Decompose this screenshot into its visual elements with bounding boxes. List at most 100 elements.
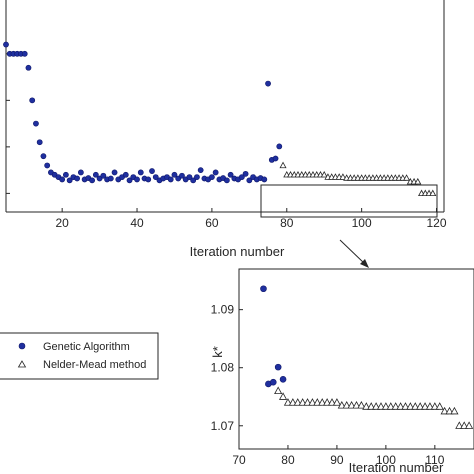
- genetic-algorithm-point: [44, 162, 51, 169]
- nelder-mead-point: [411, 402, 420, 410]
- x-tick-label: 90: [330, 453, 344, 467]
- genetic-algorithm-point: [137, 169, 144, 176]
- genetic-algorithm-point: [265, 80, 271, 87]
- nelder-mead-point: [435, 402, 444, 410]
- nelder-mead-point: [455, 421, 464, 429]
- genetic-algorithm-point: [279, 376, 287, 383]
- nelder-mead-point: [347, 401, 356, 409]
- genetic-algorithm-point: [33, 120, 39, 127]
- nelder-mead-point: [308, 398, 317, 406]
- nelder-mead-point: [420, 402, 430, 410]
- x-tick-label: 20: [55, 216, 69, 230]
- x-tick-label: 120: [426, 216, 446, 230]
- zoom-box: [260, 184, 438, 218]
- genetic-algorithm-point: [276, 143, 283, 150]
- y-tick-label: 1.09: [211, 303, 235, 317]
- nelder-mead-point: [332, 398, 342, 406]
- nelder-mead-point: [313, 398, 322, 406]
- genetic-algorithm-point: [238, 174, 245, 181]
- legend-label-genetic-algorithm: Genetic Algorithm: [43, 341, 130, 353]
- genetic-algorithm-point: [190, 177, 197, 184]
- genetic-algorithm-point: [25, 64, 32, 71]
- nelder-mead-point: [430, 402, 439, 410]
- genetic-algorithm-point: [242, 170, 249, 177]
- genetic-algorithm-point: [149, 168, 155, 174]
- inset-plot: 70 80 90 100 110 1.07 1.08 1.09 Iteration numb…: [210, 268, 474, 474]
- x-tick-label: 80: [280, 216, 294, 230]
- genetic-algorithm-point: [40, 153, 47, 160]
- genetic-algorithm-point: [246, 177, 253, 184]
- nelder-mead-point: [414, 177, 422, 185]
- legend-label-nelder-mead: Nelder-Mead method: [43, 359, 146, 371]
- genetic-algorithm-point: [186, 174, 193, 181]
- nelder-mead-point: [371, 402, 381, 410]
- legend-marker-nelder-mead: [17, 360, 27, 368]
- x-tick-label: 110: [425, 453, 444, 467]
- nelder-mead-point: [445, 406, 454, 415]
- nelder-mead-point: [274, 386, 283, 395]
- nelder-mead-point: [465, 421, 474, 429]
- nelder-mead-point: [460, 421, 469, 429]
- genetic-algorithm-point: [122, 171, 129, 178]
- genetic-algorithm-point: [152, 174, 159, 181]
- genetic-algorithm-point: [126, 177, 133, 184]
- main-axes: [5, 0, 445, 213]
- nelder-mead-point: [396, 402, 405, 410]
- zoom-arrow-head: [360, 259, 369, 268]
- legend-box: [0, 332, 159, 380]
- genetic-algorithm-point: [3, 41, 9, 48]
- nelder-mead-point: [288, 398, 297, 406]
- x-tick-label: 100: [376, 453, 396, 467]
- x-tick-label: 60: [205, 216, 219, 230]
- genetic-algorithm-point: [272, 155, 279, 162]
- genetic-algorithm-point: [77, 169, 84, 176]
- nelder-mead-point: [278, 392, 288, 400]
- inset-x-ticks: 70 80 90 100 110: [232, 445, 445, 467]
- genetic-algorithm-point: [212, 169, 219, 176]
- genetic-algorithm-point: [261, 176, 268, 183]
- nelder-mead-point: [323, 398, 332, 406]
- legend-marker-genetic-algorithm: [18, 342, 26, 350]
- nelder-mead-point: [342, 401, 351, 409]
- x-tick-label: 100: [352, 216, 372, 230]
- genetic-algorithm-point: [74, 175, 81, 182]
- plot-frame: [238, 268, 474, 450]
- genetic-algorithm-point: [179, 172, 185, 179]
- y-tick-label: 1.08: [211, 361, 235, 375]
- main-plot: 20 40 60 80 100 120 Iteration number: [3, 0, 447, 259]
- nelder-mead-point: [440, 406, 449, 415]
- inset-marks: [260, 285, 474, 429]
- genetic-algorithm-point: [134, 176, 140, 183]
- genetic-algorithm-point: [269, 378, 277, 386]
- nelder-mead-point: [386, 402, 395, 410]
- genetic-algorithm-point: [36, 139, 43, 146]
- genetic-algorithm-point: [145, 176, 152, 183]
- genetic-algorithm-point: [21, 50, 28, 57]
- legend: Genetic Algorithm Nelder-Mead method: [0, 332, 159, 380]
- genetic-algorithm-point: [197, 167, 204, 174]
- nelder-mead-point: [339, 173, 347, 180]
- x-tick-label: 80: [281, 453, 295, 467]
- genetic-algorithm-point: [227, 171, 234, 178]
- nelder-mead-point: [416, 402, 425, 410]
- inset-y-axis-label: k*: [210, 346, 225, 358]
- main-x-ticks: 20 40 60 80 100 120: [55, 208, 447, 230]
- genetic-algorithm-point: [167, 176, 174, 183]
- nelder-mead-point: [362, 402, 371, 410]
- genetic-algorithm-point: [107, 175, 114, 182]
- nelder-mead-point: [283, 398, 293, 406]
- inset-y-ticks: 1.07 1.08 1.09: [211, 303, 243, 433]
- genetic-algorithm-point: [111, 169, 118, 176]
- genetic-algorithm-point: [194, 174, 200, 181]
- nelder-mead-point: [279, 161, 287, 169]
- x-tick-label: 70: [232, 453, 246, 467]
- genetic-algorithm-point: [274, 363, 282, 371]
- nelder-mead-point: [391, 402, 400, 410]
- genetic-algorithm-point: [260, 285, 267, 293]
- nelder-mead-point: [403, 174, 411, 181]
- nelder-mead-point: [401, 402, 410, 410]
- nelder-mead-point: [293, 398, 302, 406]
- y-tick-label: 1.07: [211, 419, 235, 433]
- genetic-algorithm-point: [208, 174, 215, 181]
